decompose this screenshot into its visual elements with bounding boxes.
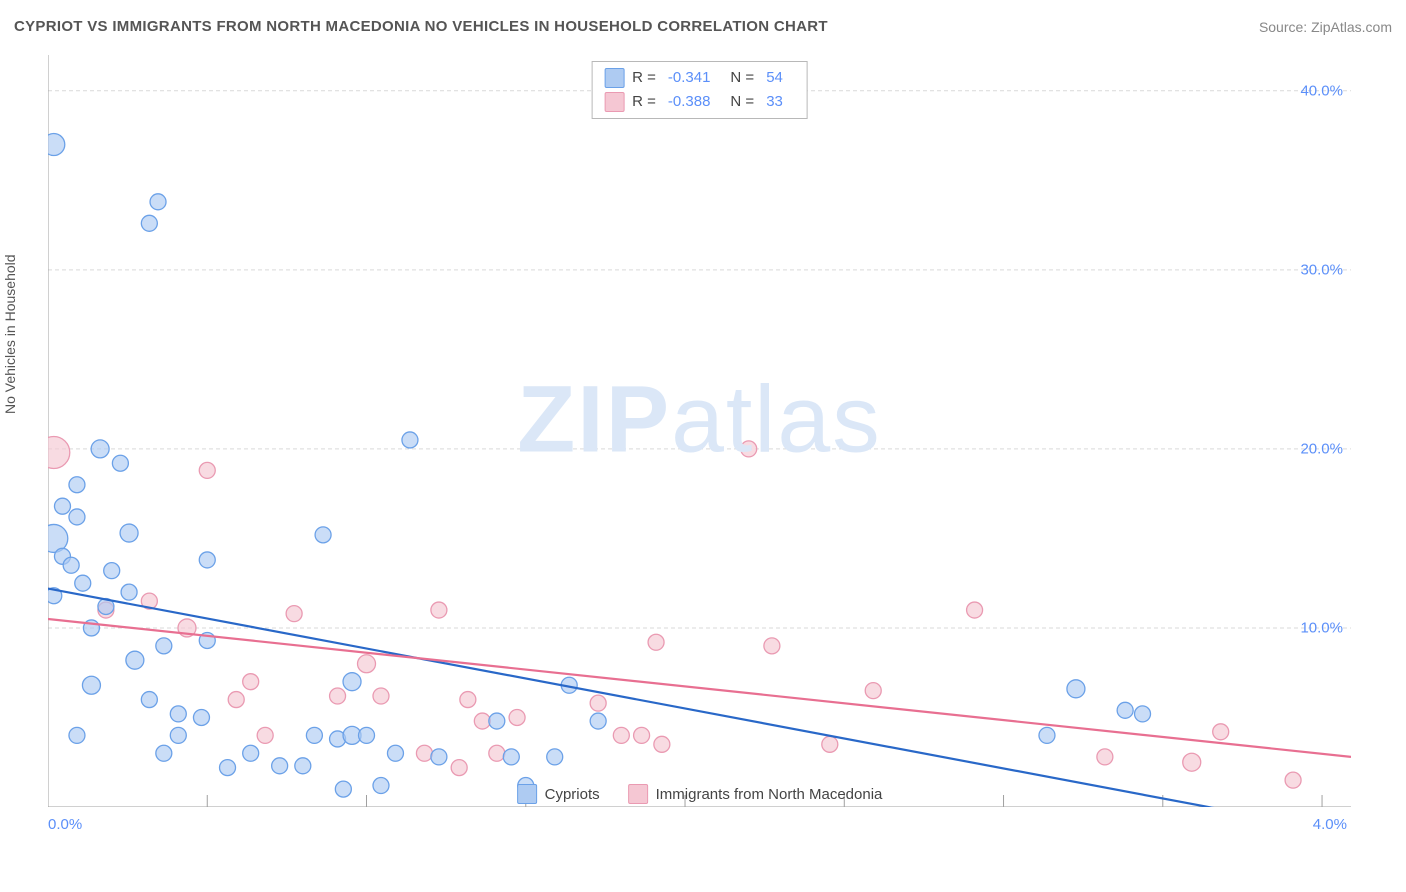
y-tick-label: 30.0% xyxy=(1300,261,1343,278)
source-link[interactable]: ZipAtlas.com xyxy=(1311,19,1392,35)
n-value-cypriots: 54 xyxy=(766,66,783,90)
x-tick-label-left: 0.0% xyxy=(48,816,82,833)
series-legend: Cypriots Immigrants from North Macedonia xyxy=(517,784,883,804)
legend-item-cypriots: Cypriots xyxy=(517,784,600,804)
legend-item-macedonia: Immigrants from North Macedonia xyxy=(628,784,883,804)
r-label: R = xyxy=(632,66,656,90)
swatch-macedonia xyxy=(628,784,648,804)
n-value-macedonia: 33 xyxy=(766,90,783,114)
swatch-cypriots xyxy=(604,68,624,88)
y-tick-label: 40.0% xyxy=(1300,82,1343,99)
correlation-legend: R = -0.341 N = 54 R = -0.388 N = 33 xyxy=(591,61,808,119)
y-axis-label: No Vehicles in Household xyxy=(2,254,18,414)
n-label: N = xyxy=(730,90,754,114)
legend-label-cypriots: Cypriots xyxy=(545,786,600,803)
swatch-macedonia xyxy=(604,92,624,112)
title-bar: CYPRIOT VS IMMIGRANTS FROM NORTH MACEDON… xyxy=(14,18,1392,35)
correlation-row-macedonia: R = -0.388 N = 33 xyxy=(604,90,795,114)
r-value-macedonia: -0.388 xyxy=(668,90,711,114)
source-label: Source: xyxy=(1259,19,1307,35)
r-value-cypriots: -0.341 xyxy=(668,66,711,90)
y-tick-label: 20.0% xyxy=(1300,440,1343,457)
n-label: N = xyxy=(730,66,754,90)
source-attribution: Source: ZipAtlas.com xyxy=(1259,19,1392,35)
y-tick-label: 10.0% xyxy=(1300,619,1343,636)
chart-title: CYPRIOT VS IMMIGRANTS FROM NORTH MACEDON… xyxy=(14,18,828,35)
legend-label-macedonia: Immigrants from North Macedonia xyxy=(656,786,883,803)
correlation-row-cypriots: R = -0.341 N = 54 xyxy=(604,66,795,90)
x-tick-label-right: 4.0% xyxy=(1313,816,1347,833)
swatch-cypriots xyxy=(517,784,537,804)
chart-area: ZIPatlas R = -0.341 N = 54 R = -0.388 N … xyxy=(48,55,1351,807)
scatter-plot xyxy=(48,55,1351,807)
r-label: R = xyxy=(632,90,656,114)
